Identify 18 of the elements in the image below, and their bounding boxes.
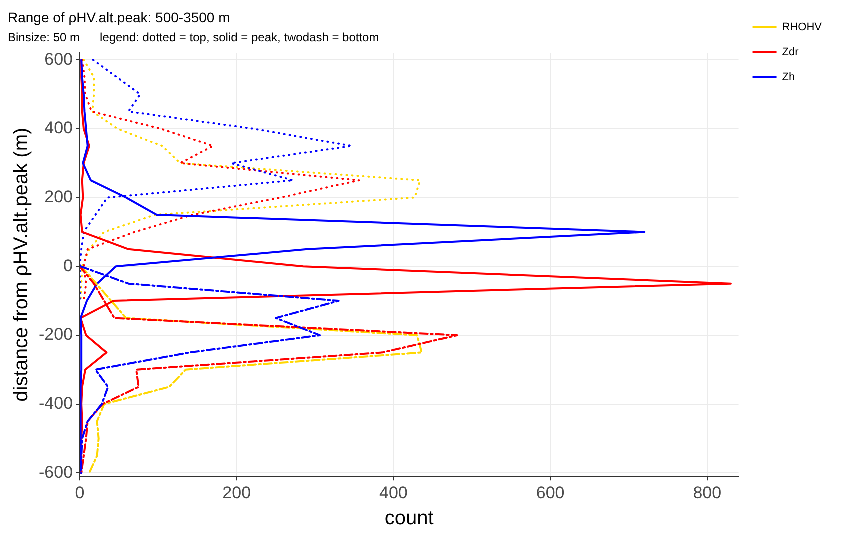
x-axis-title: count	[384, 508, 434, 530]
y-tick-label: -200	[38, 325, 74, 344]
y-tick-label: 600	[44, 50, 74, 69]
y-tick-label: -600	[38, 462, 74, 482]
x-tick-label: 200	[222, 483, 252, 502]
legend-label: Zh	[782, 72, 796, 84]
y-tick-label: -400	[38, 394, 74, 413]
x-tick-label: 800	[693, 483, 722, 502]
legend-label: RHOHV	[782, 22, 823, 34]
y-tick-label: 400	[44, 118, 74, 138]
chart-title: Range of ρHV.alt.peak: 500-3500 m	[8, 9, 230, 26]
y-tick-label: 0	[64, 256, 74, 276]
x-tick-label: 400	[380, 483, 408, 502]
legend-label: Zdr	[782, 46, 800, 59]
y-axis-title: distance from ρHV.alt.peak (m)	[10, 128, 33, 402]
x-tick-label: 600	[536, 483, 565, 502]
y-tick-label: 200	[44, 187, 74, 206]
chart-subtitle: Binsize: 50 m legend: dotted = top, solid = peak, twodash = bottom	[8, 30, 380, 44]
